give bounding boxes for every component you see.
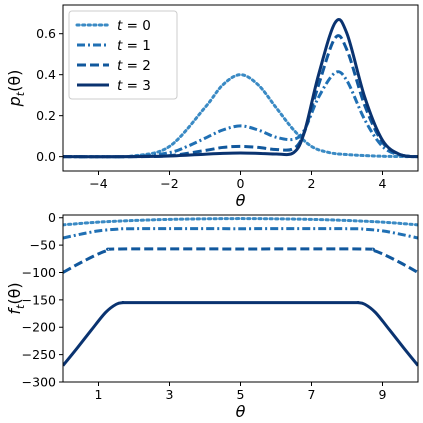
y-tick-label: −300 xyxy=(22,375,56,390)
legend-label-t2: t = 2 xyxy=(117,58,151,74)
x-axis-label: θ xyxy=(236,402,246,421)
series-line-t3 xyxy=(63,300,418,367)
x-tick-label: 0 xyxy=(237,176,245,191)
x-tick-label: 5 xyxy=(237,387,245,402)
x-axis-label: θ xyxy=(236,191,246,210)
y-tick-label: 0.2 xyxy=(36,108,56,123)
x-tick-label: 2 xyxy=(308,176,316,191)
y-tick-label: −50 xyxy=(30,238,56,253)
x-tick-label: 1 xyxy=(95,387,103,402)
bottom-panel: 1 3 5 7 9 0 −50 −100 −150 −200 −250 −300 θ ft(θ) xyxy=(5,210,419,421)
series-line-t0 xyxy=(63,217,418,227)
x-tick-label: 9 xyxy=(379,387,387,402)
legend: t = 0 t = 1 t = 2 t = 3 xyxy=(68,10,178,100)
y-tick-label: 0 xyxy=(48,210,56,225)
y-tick-label: −150 xyxy=(22,292,56,307)
x-tick-label: −4 xyxy=(89,176,107,191)
legend-label-t1: t = 1 xyxy=(117,38,151,54)
x-tick-label: −2 xyxy=(160,176,178,191)
axes-frame xyxy=(62,214,419,383)
y-tick-label: 0.4 xyxy=(36,67,56,82)
series-line-t3 xyxy=(63,18,418,159)
y-axis-label: pt(θ) xyxy=(5,70,27,108)
y-tick-label: 0.0 xyxy=(36,149,56,164)
top-panel: −4 −2 0 2 4 0.0 0.2 0.4 0.6 θ pt(θ) t = 0 t = 1 t = 2… xyxy=(5,4,419,210)
legend-box xyxy=(68,10,178,100)
y-tick-label: −250 xyxy=(22,347,56,362)
y-tick-label: −100 xyxy=(22,265,56,280)
y-tick-label: 0.6 xyxy=(36,26,56,41)
x-tick-label: 7 xyxy=(308,387,316,402)
legend-label-t0: t = 0 xyxy=(117,18,151,34)
x-tick-label: 3 xyxy=(166,387,174,402)
series-line-t2 xyxy=(63,247,418,274)
series-line-t2 xyxy=(63,34,418,159)
series-line-t1 xyxy=(63,70,418,159)
series-line-t1 xyxy=(63,227,418,240)
legend-label-t3: t = 3 xyxy=(117,78,151,94)
y-tick-label: −200 xyxy=(22,320,56,335)
x-tick-label: 4 xyxy=(379,176,387,191)
y-axis-label: ft(θ) xyxy=(5,282,27,314)
